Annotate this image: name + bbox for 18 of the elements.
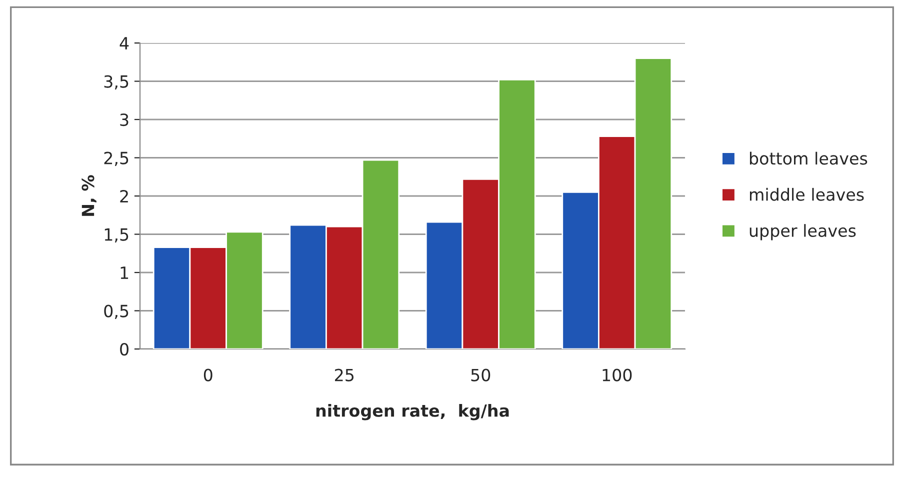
y-tick-label: 3,5 xyxy=(104,75,128,90)
y-tick-label: 3 xyxy=(120,113,128,126)
y-tick-label: 0,5 xyxy=(104,304,128,320)
x-tick-label: 50 xyxy=(471,368,490,382)
x-tick-label: 25 xyxy=(334,368,354,382)
x-tick-label: 100 xyxy=(602,368,632,382)
x-axis-title: nitrogen rate, kg/ha xyxy=(316,404,509,420)
legend-label: bottom leaves xyxy=(750,152,868,165)
y-tick-label: 4 xyxy=(120,37,129,50)
legend-label: middle leaves xyxy=(750,188,864,201)
legend-label: upper leaves xyxy=(750,224,856,240)
y-tick-label: 2 xyxy=(120,190,128,202)
x-tick-label: 0 xyxy=(204,368,212,382)
y-tick-label: 0 xyxy=(120,342,128,356)
y-tick-label: 1 xyxy=(120,266,128,279)
y-tick-label: 2,5 xyxy=(104,152,128,166)
y-axis-title: N, % xyxy=(82,175,96,216)
y-tick-label: 1,5 xyxy=(104,228,128,243)
